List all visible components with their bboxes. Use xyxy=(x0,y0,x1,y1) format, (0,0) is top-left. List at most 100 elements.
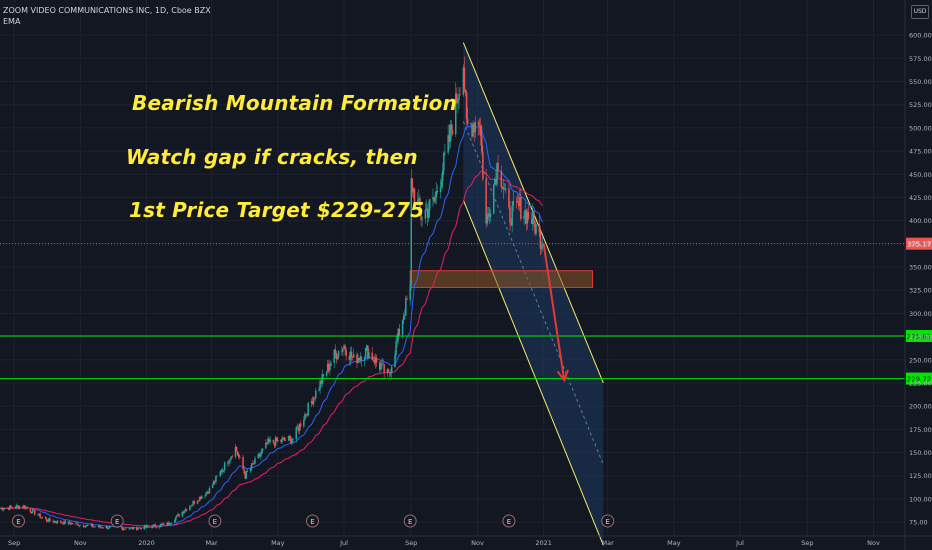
candle xyxy=(532,203,534,231)
candle xyxy=(412,187,415,199)
candle xyxy=(535,223,537,237)
candle xyxy=(372,356,375,362)
candle xyxy=(108,524,111,529)
candle-body xyxy=(334,349,337,354)
candle-body xyxy=(504,188,507,190)
candle xyxy=(170,522,173,525)
candle-body xyxy=(298,423,301,432)
candle xyxy=(121,526,124,532)
candle xyxy=(211,482,214,489)
earnings-marker-label: E xyxy=(310,518,314,526)
candle-body xyxy=(530,218,533,224)
candle-body xyxy=(436,190,439,193)
candle xyxy=(451,124,454,136)
candle-body xyxy=(455,93,457,135)
candle xyxy=(229,458,231,465)
candle-body xyxy=(358,358,360,360)
price-axis-tick: 200.00 xyxy=(909,403,932,411)
candle xyxy=(37,513,39,516)
candle-body xyxy=(0,508,1,509)
time-axis-tick: 2020 xyxy=(138,539,155,547)
earnings-marker-label: E xyxy=(115,518,119,526)
candle-body xyxy=(9,505,11,510)
candle xyxy=(16,504,19,508)
candle xyxy=(485,168,487,228)
candle-body xyxy=(449,124,452,142)
candle xyxy=(364,347,367,359)
candle-body xyxy=(319,380,321,390)
earnings-marker-circle xyxy=(11,514,25,528)
candle xyxy=(510,218,512,227)
candle xyxy=(298,423,301,435)
candle-body xyxy=(166,523,168,526)
candle xyxy=(410,169,413,292)
ema-slow-line xyxy=(0,170,544,527)
candle xyxy=(234,443,237,459)
candle-body xyxy=(538,224,541,232)
candle xyxy=(129,527,131,530)
candle-body xyxy=(17,506,20,509)
candle xyxy=(274,435,277,448)
candle xyxy=(540,240,543,254)
price-axis-tick: 550.00 xyxy=(909,78,932,86)
candle-body xyxy=(15,505,18,509)
candle xyxy=(97,524,100,529)
candle xyxy=(214,479,216,484)
candle xyxy=(213,479,215,486)
candle-body xyxy=(344,345,346,350)
candle xyxy=(413,187,416,204)
candle-body xyxy=(159,524,162,527)
candle-body xyxy=(395,341,397,355)
candle xyxy=(67,521,70,526)
candle xyxy=(131,527,134,530)
candle xyxy=(64,519,66,525)
candle xyxy=(382,358,384,365)
candle xyxy=(458,87,460,110)
candle-body xyxy=(485,179,487,224)
price-axis-tick: 125.00 xyxy=(909,472,932,480)
candle xyxy=(504,183,507,194)
candle xyxy=(471,122,473,139)
candle-body xyxy=(517,202,520,207)
candle xyxy=(86,524,88,527)
candle-body xyxy=(170,522,173,525)
candle-body xyxy=(525,209,528,224)
price-axis-tick: 600.00 xyxy=(909,32,932,40)
candle-body xyxy=(228,461,230,464)
candle-body xyxy=(261,448,264,451)
currency-badge[interactable]: USD xyxy=(911,5,929,19)
candle xyxy=(99,524,101,529)
candle xyxy=(2,508,5,512)
earnings-marker: E xyxy=(502,514,516,528)
candle xyxy=(260,448,263,458)
candle xyxy=(401,319,404,339)
candle-body xyxy=(257,454,260,459)
candle xyxy=(261,448,264,454)
candle-body xyxy=(380,365,382,370)
candle xyxy=(245,469,248,479)
candle-body xyxy=(246,471,249,472)
candle xyxy=(100,525,102,529)
candle xyxy=(9,505,11,511)
candle-body xyxy=(335,353,338,360)
candle xyxy=(288,434,291,441)
candle-body xyxy=(71,523,74,525)
ema-indicator-label[interactable]: EMA xyxy=(3,17,21,26)
earnings-marker: E xyxy=(601,514,615,528)
candle xyxy=(351,355,354,361)
earnings-marker-circle xyxy=(403,514,417,528)
candle xyxy=(383,363,385,378)
candle xyxy=(455,82,457,137)
candle-body xyxy=(473,124,475,133)
support-level-badge xyxy=(906,330,932,343)
candle xyxy=(199,495,202,500)
candle-body xyxy=(313,398,316,399)
candle-body xyxy=(451,130,454,135)
candle-body xyxy=(295,427,297,439)
candle-body xyxy=(477,122,480,125)
candle-body xyxy=(379,362,381,370)
candle-body xyxy=(222,469,225,471)
candle-body xyxy=(229,459,231,462)
symbol-title[interactable]: ZOOM VIDEO COMMUNICATIONS INC, 1D, Cboe … xyxy=(3,6,211,15)
